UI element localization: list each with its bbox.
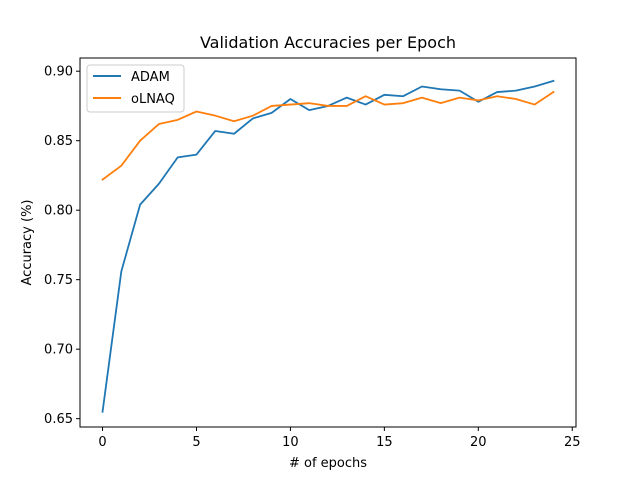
legend-label-olnaq: oLNAQ [131,92,175,107]
x-tick-label: 15 [376,435,393,450]
series-layer [101,79,555,413]
y-tick-label: 0.65 [44,412,73,427]
y-axis-label: Accuracy (%) [20,200,35,286]
x-tick-label: 25 [564,435,581,450]
x-axis-ticks: 0 5 10 15 20 25 [98,427,581,450]
series-line-olnaq [101,90,555,181]
x-tick-label: 10 [282,435,299,450]
y-tick-label: 0.85 [44,134,73,149]
x-axis-label: # of epochs [289,456,367,471]
x-tick-label: 5 [192,435,200,450]
x-tick-label: 20 [470,435,487,450]
legend: ADAM oLNAQ [86,64,185,113]
y-axis-ticks: 0.65 0.70 0.75 0.80 0.85 0.90 [44,65,80,427]
chart-title: Validation Accuracies per Epoch [200,33,456,52]
y-tick-label: 0.75 [44,273,73,288]
x-tick-label: 0 [98,435,106,450]
y-tick-label: 0.70 [44,343,73,358]
legend-label-adam: ADAM [131,70,170,85]
y-tick-label: 0.80 [44,204,73,219]
plot-frame [79,57,577,428]
y-tick-label: 0.90 [44,65,73,80]
